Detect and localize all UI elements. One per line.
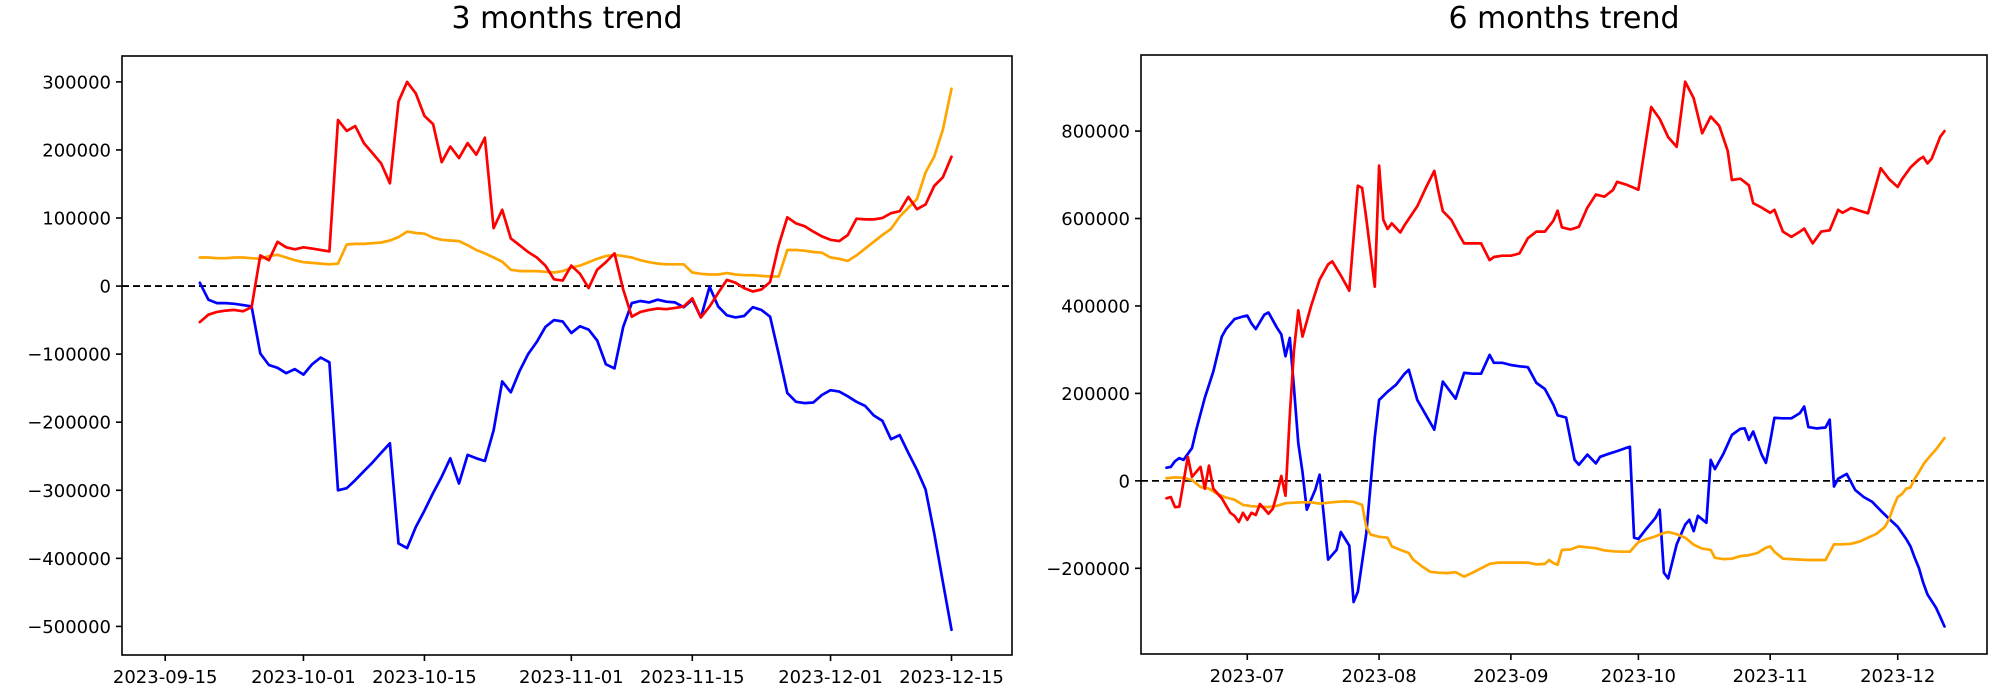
- y-tick-label: 300000: [42, 72, 111, 93]
- y-tick-label: 200000: [42, 140, 111, 161]
- x-tick-label: 2023-08: [1341, 666, 1416, 687]
- red-series-line: [198, 80, 953, 324]
- y-tick-label: 0: [1119, 471, 1130, 492]
- x-tick-label: 2023-12-01: [778, 667, 883, 688]
- y-tick-label: 800000: [1061, 122, 1130, 143]
- y-tick-label: −200000: [1046, 559, 1130, 580]
- x-tick-label: 2023-07: [1210, 666, 1285, 687]
- x-tick-label: 2023-11-01: [519, 667, 624, 688]
- orange-series-line: [198, 87, 953, 278]
- y-tick-label: 600000: [1061, 209, 1130, 230]
- x-tick-label: 2023-12-15: [899, 667, 1004, 688]
- x-tick-label: 2023-11: [1733, 666, 1808, 687]
- plot-border: [1140, 54, 1988, 655]
- y-tick-label: 200000: [1061, 384, 1130, 405]
- x-tick-label: 2023-11-15: [640, 667, 745, 688]
- y-tick-label: 100000: [42, 209, 111, 230]
- y-tick-label: 400000: [1061, 296, 1130, 317]
- blue-series-line: [1165, 311, 1946, 628]
- x-tick-label: 2023-10-01: [251, 667, 356, 688]
- y-tick-label: −100000: [27, 345, 111, 366]
- y-tick-label: −200000: [27, 413, 111, 434]
- x-tick-label: 2023-12: [1860, 666, 1935, 687]
- orange-series-line: [1165, 436, 1946, 578]
- y-tick-label: −300000: [27, 481, 111, 502]
- blue-series-line: [198, 281, 953, 632]
- y-tick-label: 0: [100, 277, 111, 298]
- y-tick-label: −500000: [27, 617, 111, 638]
- x-tick-label: 2023-10: [1601, 666, 1676, 687]
- plot-border: [121, 55, 1013, 656]
- y-tick-label: −400000: [27, 549, 111, 570]
- right-chart-title: 6 months trend: [1448, 1, 1680, 36]
- left-chart-title: 3 months trend: [451, 1, 683, 36]
- red-series-line: [1165, 80, 1946, 524]
- x-tick-label: 2023-09: [1473, 666, 1548, 687]
- x-tick-label: 2023-10-15: [372, 667, 477, 688]
- x-tick-label: 2023-09-15: [113, 667, 218, 688]
